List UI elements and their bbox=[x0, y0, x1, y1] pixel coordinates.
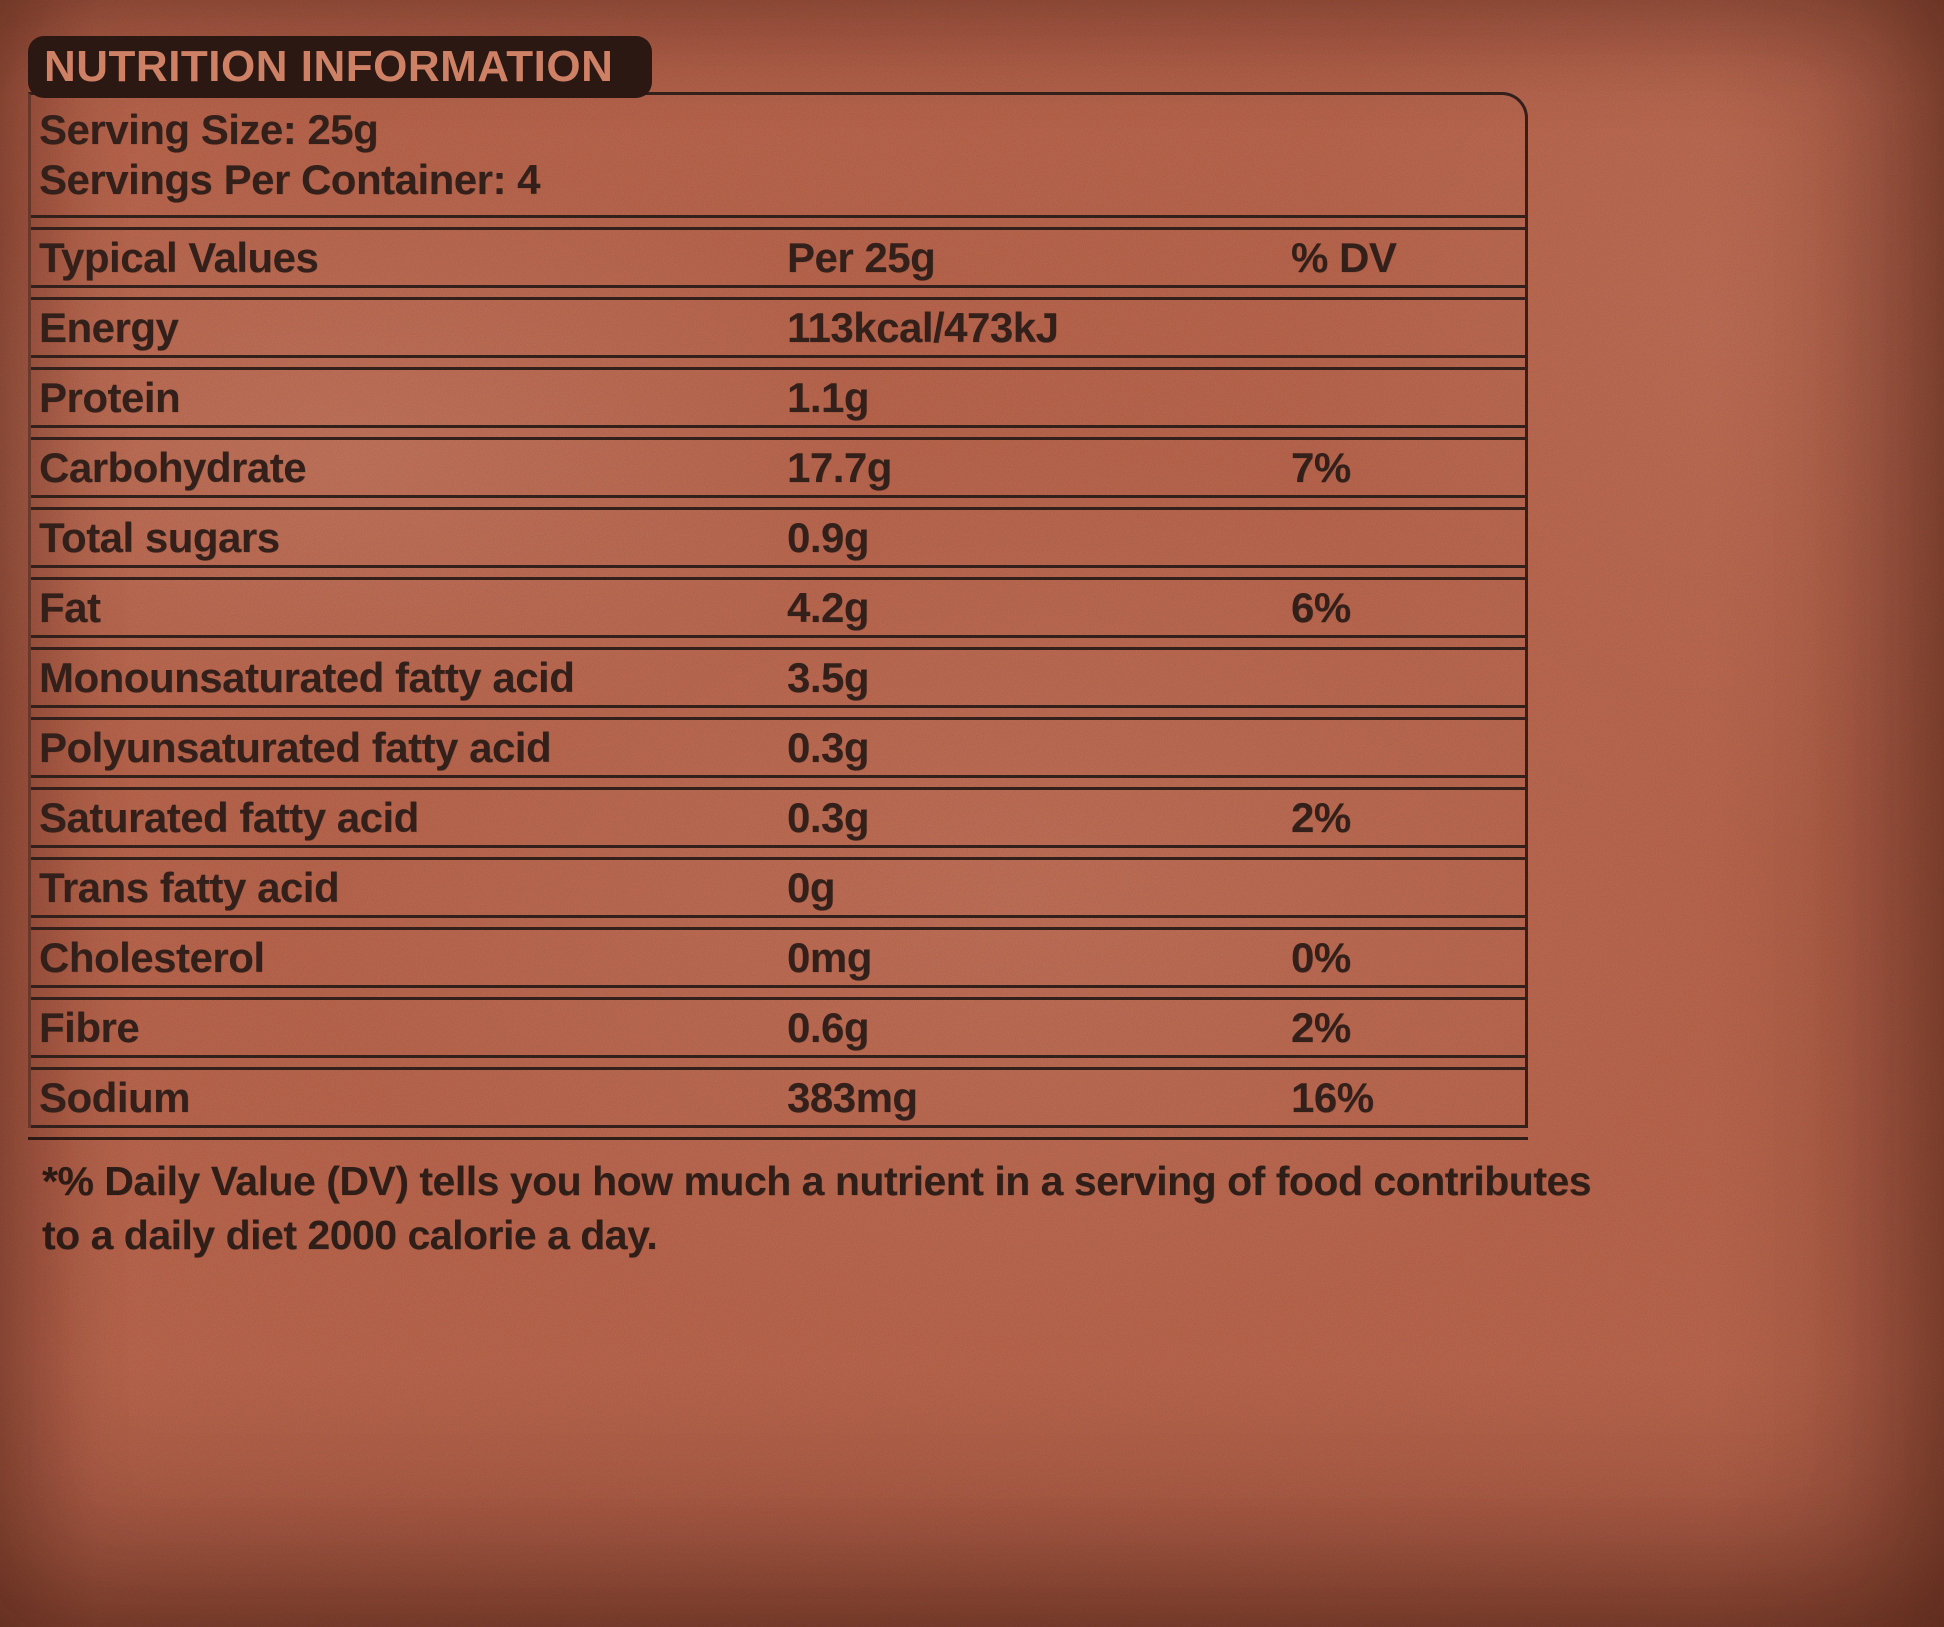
nutrient-amount: 0.3g bbox=[787, 724, 870, 771]
nutrition-table: Serving Size: 25g Servings Per Container… bbox=[28, 92, 1528, 1128]
nutrient-name: Energy bbox=[39, 304, 179, 351]
table-header-row: Typical Values Per 25g % DV bbox=[31, 227, 1525, 288]
nutrient-dv: 0% bbox=[1291, 934, 1351, 981]
table-row-sodium: Sodium 383mg 16% bbox=[31, 1067, 1525, 1128]
table-row-polyunsaturated: Polyunsaturated fatty acid 0.3g bbox=[31, 717, 1525, 778]
nutrient-dv: 7% bbox=[1291, 444, 1351, 491]
nutrient-name: Monounsaturated fatty acid bbox=[39, 654, 575, 701]
table-row-cholesterol: Cholesterol 0mg 0% bbox=[31, 927, 1525, 988]
nutrient-name: Sodium bbox=[39, 1074, 191, 1121]
page-title: NUTRITION INFORMATION bbox=[44, 42, 614, 91]
nutrient-name: Trans fatty acid bbox=[39, 864, 340, 911]
serving-size: Serving Size: 25g bbox=[39, 106, 379, 153]
nutrition-panel: NUTRITION INFORMATION Serving Size: 25g … bbox=[28, 36, 1592, 1262]
nutrient-name: Fat bbox=[39, 584, 101, 631]
nutrient-name: Polyunsaturated fatty acid bbox=[39, 724, 552, 771]
nutrient-name: Total sugars bbox=[39, 514, 280, 561]
table-row-fibre: Fibre 0.6g 2% bbox=[31, 997, 1525, 1058]
nutrient-name: Fibre bbox=[39, 1004, 140, 1051]
dv-footnote: *% Daily Value (DV) tells you how much a… bbox=[28, 1154, 1908, 1262]
nutrient-name: Saturated fatty acid bbox=[39, 794, 419, 841]
dv-footnote-line-1: *% Daily Value (DV) tells you how much a… bbox=[42, 1158, 1592, 1204]
table-row-energy: Energy 113kcal/473kJ bbox=[31, 297, 1525, 358]
dv-footnote-line-2: to a daily diet 2000 calorie a day. bbox=[42, 1212, 658, 1258]
table-row-protein: Protein 1.1g bbox=[31, 367, 1525, 428]
nutrient-amount: 383mg bbox=[787, 1074, 918, 1121]
nutrient-dv: 16% bbox=[1291, 1074, 1374, 1121]
table-row-monounsaturated: Monounsaturated fatty acid 3.5g bbox=[31, 647, 1525, 708]
nutrient-name: Carbohydrate bbox=[39, 444, 307, 491]
column-header-typical-values: Typical Values bbox=[39, 234, 319, 281]
table-row-carbohydrate: Carbohydrate 17.7g 7% bbox=[31, 437, 1525, 498]
nutrient-dv: 2% bbox=[1291, 1004, 1351, 1051]
table-row-total-sugars: Total sugars 0.9g bbox=[31, 507, 1525, 568]
nutrient-amount: 0mg bbox=[787, 934, 872, 981]
nutrient-amount: 17.7g bbox=[787, 444, 892, 491]
nutrient-name: Cholesterol bbox=[39, 934, 265, 981]
nutrient-amount: 0.9g bbox=[787, 514, 870, 561]
nutrient-amount: 0.6g bbox=[787, 1004, 870, 1051]
nutrient-amount: 0g bbox=[787, 864, 836, 911]
table-row-fat: Fat 4.2g 6% bbox=[31, 577, 1525, 638]
table-row-saturated: Saturated fatty acid 0.3g 2% bbox=[31, 787, 1525, 848]
nutrient-amount: 0.3g bbox=[787, 794, 870, 841]
title-badge: NUTRITION INFORMATION bbox=[28, 36, 652, 98]
column-header-dv: % DV bbox=[1291, 234, 1397, 281]
table-row-trans-fat: Trans fatty acid 0g bbox=[31, 857, 1525, 918]
footnote-divider bbox=[28, 1137, 1528, 1140]
nutrient-dv: 2% bbox=[1291, 794, 1351, 841]
nutrient-name: Protein bbox=[39, 374, 181, 421]
servings-per-container: Servings Per Container: 4 bbox=[39, 156, 541, 203]
column-header-per-serving: Per 25g bbox=[787, 234, 936, 281]
nutrient-amount: 113kcal/473kJ bbox=[787, 304, 1059, 351]
nutrient-amount: 4.2g bbox=[787, 584, 870, 631]
nutrient-dv: 6% bbox=[1291, 584, 1351, 631]
nutrient-amount: 3.5g bbox=[787, 654, 870, 701]
serving-info: Serving Size: 25g Servings Per Container… bbox=[31, 95, 1525, 218]
nutrient-amount: 1.1g bbox=[787, 374, 870, 421]
